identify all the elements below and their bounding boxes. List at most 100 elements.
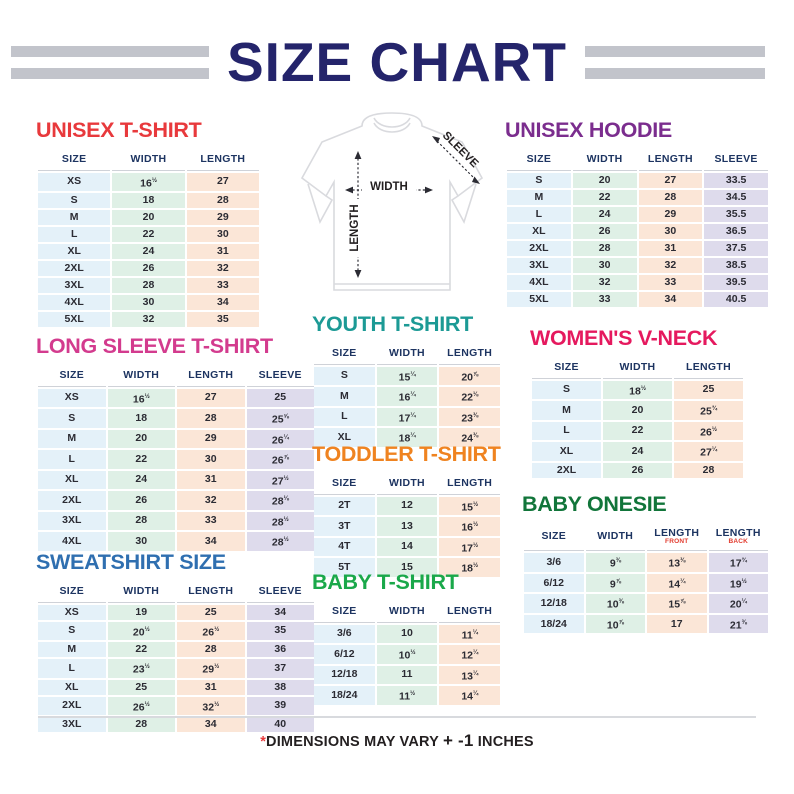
table-row: 3XL 28 33 28½ bbox=[38, 511, 314, 531]
table-row: L 17¼ 23⅜ bbox=[314, 407, 500, 427]
cell-length: 26½ bbox=[674, 421, 743, 441]
cell-size: XS bbox=[38, 604, 106, 620]
cell-length: 32 bbox=[186, 261, 259, 277]
cell-size: 3XL bbox=[38, 717, 106, 733]
fraction: ⅛ bbox=[283, 495, 289, 503]
cell-sleeve: 40.5 bbox=[704, 291, 768, 307]
cell-width: 15 bbox=[376, 558, 438, 577]
cell-width: 10½ bbox=[376, 645, 438, 664]
cell-width: 20 bbox=[603, 401, 672, 420]
size-table: SIZE WIDTH LENGTH S 18½ 25 M 20 25¾ L 22 26½ XL 24 27¼… bbox=[530, 359, 745, 480]
cell-sleeve: 33.5 bbox=[704, 172, 768, 188]
cell-sleeve: 34.5 bbox=[704, 189, 768, 205]
column-header: LENGTH bbox=[186, 152, 259, 171]
cell-length: 29 bbox=[638, 206, 703, 222]
section-title: SWEATSHIRT SIZE bbox=[36, 550, 226, 574]
header-rule-line bbox=[585, 45, 765, 57]
cell-size: 3/6 bbox=[524, 553, 584, 572]
cell-size: XS bbox=[38, 172, 111, 192]
column-header: WIDTH bbox=[107, 368, 175, 387]
table-row: 3/6 10 11¼ bbox=[314, 624, 500, 644]
cell-size: M bbox=[38, 642, 106, 658]
column-header: SLEEVE bbox=[704, 152, 768, 171]
table-header-row: SIZE WIDTH LENGTH bbox=[532, 360, 743, 379]
size-table: SIZE WIDTH LENGTH XS 16½ 27 S 18 28 M 20 29 L 22 30 XL 2… bbox=[36, 151, 261, 330]
column-header: WIDTH bbox=[603, 360, 672, 379]
cell-width: 28 bbox=[107, 511, 175, 531]
fraction: ½ bbox=[473, 541, 478, 549]
column-header-sub: BACK bbox=[728, 537, 749, 545]
table-row: M 20 29 26¼ bbox=[38, 429, 314, 449]
table-unisex-hoodie: SIZE WIDTH LENGTH SLEEVE S 20 27 33.5 M 22 28 34.5 L… bbox=[505, 151, 770, 309]
cell-width: 22 bbox=[603, 421, 672, 441]
cell-width: 15¼ bbox=[376, 366, 438, 386]
fraction: ¼ bbox=[473, 690, 478, 698]
fraction: ⅜ bbox=[680, 557, 686, 565]
fraction: ½ bbox=[214, 663, 220, 671]
column-header: SIZE bbox=[38, 152, 111, 171]
footer-text-before: DIMENSIONS MAY VARY bbox=[266, 734, 443, 750]
table-row: S 18½ 25 bbox=[532, 380, 743, 400]
table-womens-v-neck: SIZE WIDTH LENGTH S 18½ 25 M 20 25¾ L 22 26½ XL 24 27¼… bbox=[530, 359, 745, 480]
cell-width: 18½ bbox=[603, 380, 672, 400]
cell-width: 9⅜ bbox=[585, 553, 645, 572]
table-row: 12/18 10⅜ 15⅞ 20¼ bbox=[524, 594, 768, 613]
size-table: SIZE WIDTH LENGTH SLEEVE S 20 27 33.5 M 22 28 34.5 L… bbox=[505, 151, 770, 309]
cell-length: 11¼ bbox=[439, 624, 500, 644]
table-row: 2XL 26½ 32½ 39 bbox=[38, 696, 314, 716]
diagram-label-width: WIDTH bbox=[370, 181, 408, 193]
column-header: LENGTH bbox=[638, 152, 703, 171]
table-row: L 22 30 bbox=[38, 227, 259, 243]
cell-length: 12¼ bbox=[439, 645, 500, 664]
size-table: SIZE WIDTH LENGTH S 15¼ 20⅞ M 16¼ 22⅛ L 17¼ 23⅜ XL 18… bbox=[312, 345, 502, 449]
cell-length: 34 bbox=[638, 291, 703, 307]
cell-sleeve: 25⅝ bbox=[246, 409, 314, 428]
column-header: SIZE bbox=[314, 476, 375, 495]
column-header: WIDTH bbox=[572, 152, 637, 171]
fraction: ⅞ bbox=[618, 618, 624, 626]
fraction: ⅞ bbox=[680, 598, 686, 606]
cell-width: 19 bbox=[107, 604, 175, 620]
column-header: LENGTH bbox=[439, 346, 500, 365]
cell-length: 29½ bbox=[177, 659, 245, 678]
table-row: S 20½ 26½ 35 bbox=[38, 621, 314, 641]
cell-length: 33 bbox=[186, 278, 259, 294]
fraction: ⅞ bbox=[283, 454, 289, 462]
table-header-row: SIZE WIDTH LENGTH bbox=[314, 346, 500, 365]
cell-width: 26 bbox=[603, 462, 672, 478]
cell-sleeve: 21⅜ bbox=[708, 614, 768, 634]
cell-length: 23⅜ bbox=[439, 407, 500, 427]
cell-width: 10⅜ bbox=[585, 594, 645, 613]
table-row: S 18 28 bbox=[38, 193, 259, 209]
cell-size: XL bbox=[314, 428, 375, 447]
cell-width: 23½ bbox=[107, 659, 175, 678]
cell-size: 12/18 bbox=[524, 594, 584, 613]
cell-length: 28 bbox=[674, 462, 743, 478]
page-header: SIZE CHART bbox=[0, 22, 794, 102]
cell-sleeve: 37 bbox=[246, 659, 314, 678]
cell-size: S bbox=[507, 172, 571, 188]
fraction: ⅛ bbox=[473, 391, 478, 399]
fraction: ½ bbox=[711, 425, 717, 433]
cell-size: S bbox=[314, 366, 375, 386]
cell-length: 31 bbox=[186, 244, 259, 260]
section-title: WOMEN'S V-NECK bbox=[530, 326, 718, 350]
cell-width: 12 bbox=[376, 496, 438, 516]
cell-length: 25 bbox=[177, 604, 245, 620]
footer-note: *DIMENSIONS MAY VARY + -1 INCHES bbox=[0, 731, 794, 751]
size-table: SIZE WIDTH LENGTH SLEEVE XS 19 25 34 S 20½ 26½ 35 M 2… bbox=[36, 583, 316, 735]
fraction: ¾ bbox=[711, 405, 717, 413]
table-youth-tshirt: SIZE WIDTH LENGTH S 15¼ 20⅞ M 16¼ 22⅛ L 17¼ 23⅜ XL 18… bbox=[312, 345, 502, 449]
cell-length: 28 bbox=[638, 189, 703, 205]
cell-sleeve: 36.5 bbox=[704, 223, 768, 239]
table-row: L 22 30 26⅞ bbox=[38, 450, 314, 469]
cell-length: 34 bbox=[177, 532, 245, 551]
cell-size: 5XL bbox=[38, 312, 111, 328]
cell-width: 22 bbox=[112, 227, 185, 243]
section-long-sleeve-tshirt: LONG SLEEVE T-SHIRT SIZE WIDTH LENGTH SLEEV… bbox=[36, 335, 316, 553]
table-baby-tshirt: SIZE WIDTH LENGTH 3/6 10 11¼ 6/12 10½ 12¼ 12/18 11… bbox=[312, 603, 502, 707]
column-header: LENGTH bbox=[439, 604, 500, 623]
fraction: ⅜ bbox=[473, 411, 478, 419]
cell-size: M bbox=[507, 189, 571, 205]
cell-width: 11½ bbox=[376, 686, 438, 705]
